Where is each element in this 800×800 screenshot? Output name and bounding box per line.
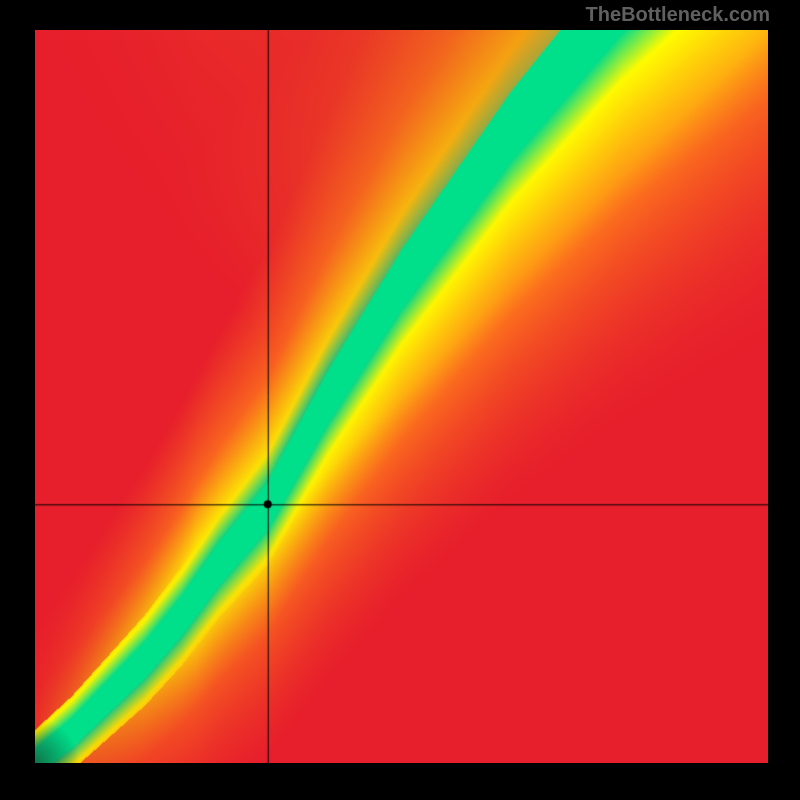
chart-container: TheBottleneck.com xyxy=(0,0,800,800)
watermark-text: TheBottleneck.com xyxy=(586,4,770,27)
heatmap-canvas xyxy=(35,30,768,763)
heatmap-plot xyxy=(35,30,768,763)
